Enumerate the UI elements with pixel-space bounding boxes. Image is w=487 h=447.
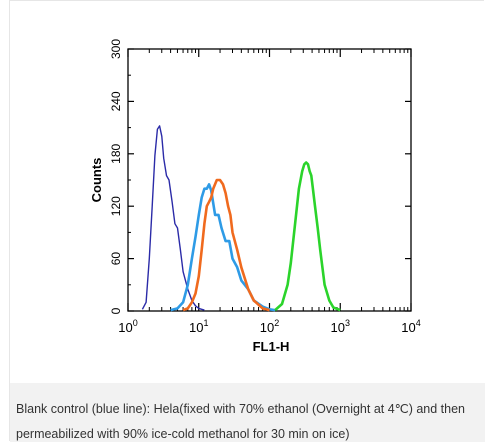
x-axis-ticks: 100 101 102 103 104 <box>118 49 421 335</box>
y-axis-ticks: 0 60 120 180 240 300 <box>109 39 411 314</box>
y-axis-label: Counts <box>89 158 104 203</box>
series-group <box>141 125 341 312</box>
figure-card: 0 60 120 180 240 300 100 101 102 103 104 Counts F… <box>9 0 485 442</box>
x-tick-label: 104 <box>401 318 420 335</box>
x-tick-label: 101 <box>189 318 208 335</box>
y-tick-label: 300 <box>109 39 123 59</box>
histogram-series-2 <box>182 178 270 312</box>
x-tick-label: 102 <box>260 318 279 335</box>
y-tick-label: 180 <box>109 143 123 163</box>
y-tick-label: 240 <box>109 91 123 111</box>
y-tick-label: 0 <box>109 307 123 314</box>
y-tick-label: 120 <box>109 196 123 216</box>
x-tick-label: 100 <box>118 318 137 335</box>
figure-caption: Blank control (blue line): Hela(fixed wi… <box>10 383 485 442</box>
x-tick-label: 103 <box>331 318 350 335</box>
y-tick-label: 60 <box>109 252 123 266</box>
histogram-svg: 0 60 120 180 240 300 100 101 102 103 104 Counts F… <box>89 39 421 354</box>
histogram-series-3 <box>274 161 341 312</box>
histogram-series-1 <box>170 183 276 312</box>
flow-cytometry-histogram: 0 60 120 180 240 300 100 101 102 103 104 Counts F… <box>10 1 485 383</box>
histogram-series-0 <box>141 125 205 311</box>
x-axis-label: FL1-H <box>253 339 290 354</box>
plot-frame <box>127 48 412 312</box>
